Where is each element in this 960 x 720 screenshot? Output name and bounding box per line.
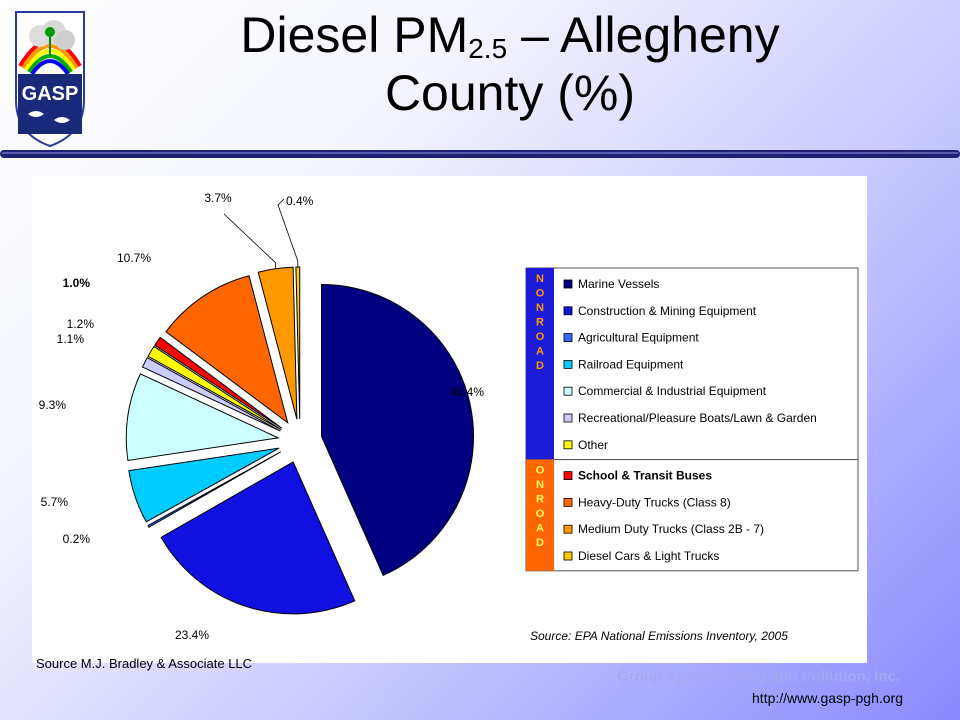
- legend-label-diesel-cars-light-trucks: Diesel Cars & Light Trucks: [578, 549, 719, 563]
- pie-slices: [125, 266, 474, 615]
- legend-swatch-heavy-duty-trucks-class-8: [563, 497, 573, 507]
- legend-group-letter: A: [536, 346, 544, 358]
- legend-group-letter: O: [536, 465, 545, 477]
- legend-band-onroad: [526, 459, 554, 571]
- legend-label-marine-vessels: Marine Vessels: [578, 277, 659, 291]
- slice-label-railroad-equipment: 5.7%: [41, 495, 69, 509]
- legend-swatch-medium-duty-trucks-class-2b-7: [563, 524, 573, 534]
- slice-label-heavy-duty-trucks-class-8: 10.7%: [117, 251, 151, 265]
- legend-swatch-diesel-cars-light-trucks: [563, 551, 573, 561]
- legend-swatch-construction-mining-equipment: [563, 306, 573, 316]
- legend-swatch-recreational-pleasure-boats-lawn-garden: [563, 413, 573, 423]
- legend-swatch-agricultural-equipment: [563, 333, 573, 343]
- legend-label-commercial-industrial-equipment: Commercial & Industrial Equipment: [578, 384, 767, 398]
- leader-lines: [223, 198, 299, 269]
- pie-slice-railroad-equipment: [128, 447, 280, 523]
- legend-swatch-marine-vessels: [563, 279, 573, 289]
- legend-group-letter: N: [536, 273, 544, 285]
- legend-band-nonroad: [526, 268, 554, 460]
- title-line2: County (%): [384, 65, 636, 121]
- legend-group-letter: O: [536, 288, 545, 300]
- legend-group-letter: N: [536, 479, 544, 491]
- logo-text: GASP: [22, 83, 79, 105]
- slice-label-diesel-cars-light-trucks: 0.4%: [286, 194, 314, 208]
- slide-title: Diesel PM2.5 – Allegheny County (%): [120, 6, 900, 122]
- legend-label-construction-mining-equipment: Construction & Mining Equipment: [578, 304, 757, 318]
- legend-group-letter: D: [536, 537, 544, 549]
- footer-url[interactable]: http://www.gasp-pgh.org: [752, 690, 903, 706]
- source-credit: Source M.J. Bradley & Associate LLC: [36, 656, 253, 671]
- pie-chart: 43.4% 23.4% 0.2% 5.7% 9.3% 1.1%1.2% 1.0% 10.7% 3…: [39, 191, 859, 643]
- pie-slice-school-transit-buses: [154, 336, 283, 429]
- legend-label-agricultural-equipment: Agricultural Equipment: [578, 331, 699, 345]
- legend-group-letter: R: [536, 317, 544, 329]
- pie-slice-heavy-duty-trucks-class-8: [165, 275, 289, 425]
- slice-label-other: 1.2%: [67, 317, 95, 331]
- pie-slice-agricultural-equipment: [147, 451, 282, 528]
- legend-swatch-railroad-equipment: [563, 359, 573, 369]
- slice-label-construction-mining-equipment: 23.4%: [175, 628, 209, 642]
- legend-label-other: Other: [578, 438, 608, 452]
- legend-swatch-other: [563, 440, 573, 450]
- slice-label-recreational-pleasure-boats-lawn-garden: 1.1%: [57, 332, 85, 346]
- leader-line-diesel-cars-light-trucks: [277, 198, 299, 268]
- slice-label-medium-duty-trucks-class-2b-7: 3.7%: [204, 191, 232, 205]
- pie-slice-construction-mining-equipment: [160, 461, 356, 615]
- pie-slice-medium-duty-trucks-class-2b-7: [257, 266, 298, 420]
- legend-group-letter: R: [536, 494, 544, 506]
- leader-line-medium-duty-trucks-class-2b-7: [223, 213, 276, 269]
- chart-panel: 43.4% 23.4% 0.2% 5.7% 9.3% 1.1% 1.2% 1.0% 10.7% 3…: [32, 176, 867, 663]
- legend-swatch-commercial-industrial-equipment: [563, 386, 573, 396]
- pie-slice-marine-vessels: [321, 283, 474, 577]
- legend-label-medium-duty-trucks-class-2b-7: Medium Duty Trucks (Class 2B - 7): [578, 522, 764, 536]
- footer-org-name: Group Against Smog and Pollution, Inc.: [617, 668, 900, 685]
- legend-label-recreational-pleasure-boats-lawn-garden: Recreational/Pleasure Boats/Lawn & Garde…: [578, 411, 817, 425]
- legend-group-letter: A: [536, 523, 544, 535]
- legend-group-letter: O: [536, 508, 545, 520]
- slice-label-agricultural-equipment: 0.2%: [63, 532, 91, 546]
- legend-label-school-transit-buses: School & Transit Buses: [578, 469, 712, 483]
- title-subscript: 2.5: [468, 33, 508, 64]
- slice-label-commercial-industrial-equipment: 9.3%: [39, 398, 67, 412]
- legend-group-letter: O: [536, 331, 545, 343]
- legend-label-railroad-equipment: Railroad Equipment: [578, 357, 684, 371]
- legend-box-onroad: [525, 459, 859, 572]
- title-main: Diesel PM: [240, 7, 469, 63]
- slice-label-marine-vessels: 43.4%: [450, 385, 484, 399]
- legend-group-letter: N: [536, 302, 544, 314]
- chart-source-note: Source: EPA National Emissions Inventory…: [530, 629, 788, 643]
- title-rest: – Allegheny: [507, 7, 780, 63]
- slice-label-school-transit-buses: 1.0%: [63, 276, 91, 290]
- pie-slice-commercial-industrial-equipment: [125, 373, 280, 462]
- pie-slice-other: [147, 345, 282, 431]
- legend-swatch-school-transit-buses: [563, 471, 573, 481]
- legend-box-nonroad: [525, 267, 859, 461]
- title-divider: [0, 150, 960, 158]
- slice-labels: 43.4% 23.4% 0.2% 5.7% 9.3% 1.1%1.2% 1.0% 10.7% 3…: [39, 191, 485, 642]
- legend-label-heavy-duty-trucks-class-8: Heavy-Duty Trucks (Class 8): [578, 495, 731, 509]
- pie-slice-recreational-pleasure-boats-lawn-garden: [141, 357, 281, 432]
- legend-group-letter: D: [536, 360, 544, 372]
- gasp-logo: GASP: [15, 11, 85, 148]
